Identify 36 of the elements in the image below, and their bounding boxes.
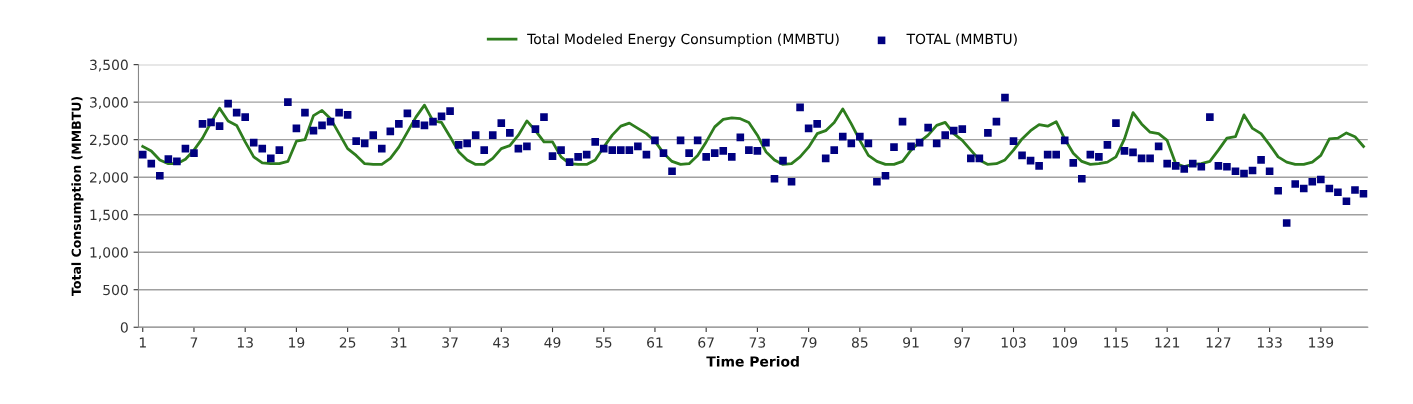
x-tick-label: 37 [442, 337, 458, 348]
x-tick-label: 49 [544, 337, 561, 348]
x-tick-label: 25 [339, 337, 356, 348]
x-tick-label: 31 [391, 337, 407, 348]
y-tick-label: 500 [103, 284, 128, 296]
y-tick-label: 0 [120, 322, 128, 333]
y-axis-title: Total Consumption (MMBTU) [71, 96, 84, 296]
x-tick-label: 85 [851, 337, 868, 348]
x-tick-label: 91 [903, 337, 919, 348]
x-tick-label: 133 [1257, 337, 1282, 348]
y-tick-label: 3,500 [90, 59, 128, 72]
legend-label: TOTAL (MMBTU) [906, 33, 1017, 46]
x-tick-label: 67 [698, 337, 714, 348]
x-tick-label: 139 [1309, 337, 1334, 348]
x-tick-label: 73 [749, 337, 766, 348]
y-tick-label: 3,000 [90, 97, 128, 110]
y-tick-label: 1,000 [90, 247, 128, 260]
x-tick-label: 103 [1001, 337, 1026, 348]
x-tick-label: 55 [595, 337, 612, 348]
x-tick-label: 115 [1104, 337, 1128, 348]
x-tick-label: 97 [954, 337, 970, 348]
x-tick-label: 19 [289, 337, 305, 348]
y-tick-label: 1,500 [90, 209, 128, 222]
x-tick-label: 109 [1053, 337, 1077, 348]
x-tick-label: 13 [237, 337, 253, 348]
x-tick-label: 121 [1155, 337, 1180, 348]
legend-label: Total Modeled Energy Consumption (MMBTU) [527, 33, 839, 47]
x-tick-label: 7 [190, 337, 198, 348]
x-axis-title: Time Period [706, 355, 799, 367]
x-tick-label: 79 [800, 337, 817, 348]
x-tick-label: 1 [139, 337, 146, 348]
x-tick-label: 43 [493, 337, 510, 348]
x-tick-label: 61 [647, 337, 663, 348]
x-tick-label: 127 [1206, 337, 1231, 348]
y-tick-label: 2,000 [90, 172, 128, 185]
y-tick-label: 2,500 [90, 134, 128, 147]
